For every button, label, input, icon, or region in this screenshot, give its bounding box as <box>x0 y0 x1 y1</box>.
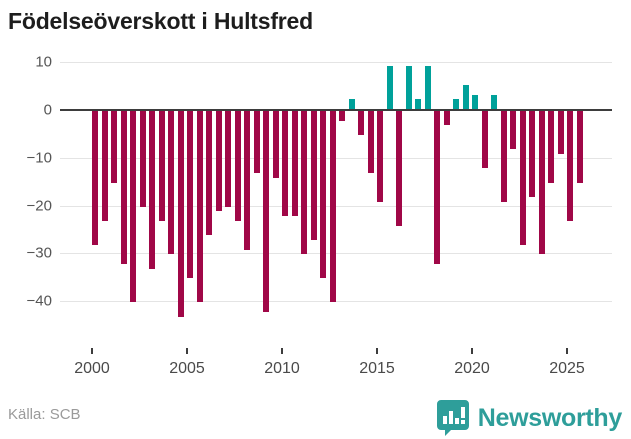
bar-2010H1 <box>282 111 289 217</box>
bar-2002H1 <box>130 111 137 303</box>
bar-2004H2 <box>177 111 184 317</box>
x-axis-tick-2000 <box>91 348 93 354</box>
bar-2022H1 <box>510 111 517 150</box>
bar-2013H1 <box>339 111 346 121</box>
x-axis-label-2010: 2010 <box>264 360 300 377</box>
x-axis-label-2000: 2000 <box>74 360 110 377</box>
gridline-y-20 <box>60 205 612 207</box>
x-axis-tick-2010 <box>281 348 283 354</box>
y-axis-label--40: −40 <box>26 292 52 310</box>
source-label: Källa: SCB <box>8 406 81 423</box>
bar-2014H2 <box>367 111 374 174</box>
bar-2005H1 <box>187 111 194 279</box>
zero-axis-line <box>60 109 612 111</box>
x-axis-label-2025: 2025 <box>549 360 585 377</box>
bar-2012H1 <box>320 111 327 279</box>
gridline-y10 <box>60 62 612 64</box>
bar-2002H2 <box>139 111 146 207</box>
bar-2000H2 <box>101 111 108 221</box>
bar-2009H2 <box>272 111 279 178</box>
bar-2003H2 <box>158 111 165 221</box>
bar-2012H2 <box>329 111 336 303</box>
bar-2017H2 <box>424 65 431 109</box>
bar-2007H1 <box>225 111 232 207</box>
bar-2023H1 <box>529 111 536 198</box>
bar-2007H2 <box>234 111 241 221</box>
bar-2004H1 <box>168 111 175 255</box>
bar-2001H2 <box>120 111 127 264</box>
bar-2009H1 <box>263 111 270 312</box>
brand-footer: Newsworthy <box>436 399 622 437</box>
bar-2021H1 <box>491 94 498 109</box>
bar-2025H2 <box>576 111 583 183</box>
bar-2017H1 <box>415 99 422 109</box>
bar-2024H2 <box>557 111 564 155</box>
gridline-y-40 <box>60 301 612 303</box>
bar-2003H1 <box>149 111 156 269</box>
bar-2011H1 <box>301 111 308 255</box>
bar-2022H2 <box>519 111 526 245</box>
bar-2016H1 <box>396 111 403 226</box>
bar-2018H1 <box>434 111 441 264</box>
bar-2023H2 <box>538 111 545 255</box>
bar-2008H1 <box>244 111 251 250</box>
bar-2015H2 <box>386 65 393 109</box>
bar-2015H1 <box>377 111 384 202</box>
gridline-y-30 <box>60 253 612 255</box>
bar-2016H2 <box>405 65 412 109</box>
x-axis-tick-2020 <box>471 348 473 354</box>
bar-2020H2 <box>481 111 488 169</box>
bar-2000H1 <box>92 111 99 245</box>
bar-2008H2 <box>253 111 260 174</box>
bar-2020H1 <box>472 94 479 109</box>
y-axis-label--30: −30 <box>26 244 52 262</box>
bar-2006H2 <box>215 111 222 212</box>
bar-2018H2 <box>443 111 450 126</box>
gridline-y-10 <box>60 157 612 159</box>
bar-2010H2 <box>291 111 298 217</box>
chart-title: Födelseöverskott i Hultsfred <box>8 8 313 34</box>
y-axis-label-0: 0 <box>43 101 52 119</box>
bar-2014H1 <box>358 111 365 135</box>
y-axis-label--10: −10 <box>26 149 52 167</box>
x-axis-label-2020: 2020 <box>454 360 490 377</box>
x-axis-label-2005: 2005 <box>169 360 205 377</box>
bar-2019H1 <box>453 99 460 109</box>
bar-2024H1 <box>548 111 555 183</box>
bar-2025H1 <box>567 111 574 221</box>
newsworthy-logo-icon <box>436 400 469 436</box>
y-axis-label--20: −20 <box>26 197 52 215</box>
x-axis-label-2015: 2015 <box>359 360 395 377</box>
x-axis-tick-2015 <box>376 348 378 354</box>
bar-2021H2 <box>500 111 507 202</box>
bar-2001H1 <box>111 111 118 183</box>
bar-2005H2 <box>196 111 203 303</box>
bar-2019H2 <box>462 85 469 109</box>
bar-2006H1 <box>206 111 213 236</box>
y-axis-label-10: 10 <box>35 53 52 71</box>
x-axis-tick-2005 <box>186 348 188 354</box>
bar-2011H2 <box>310 111 317 241</box>
brand-name: Newsworthy <box>477 403 623 432</box>
bar-2013H2 <box>348 99 355 109</box>
x-axis-tick-2025 <box>566 348 568 354</box>
plot-area: 10 0 −10 −20 −30 −40 2000 2005 2010 2015 2020 2025 <box>0 53 631 400</box>
